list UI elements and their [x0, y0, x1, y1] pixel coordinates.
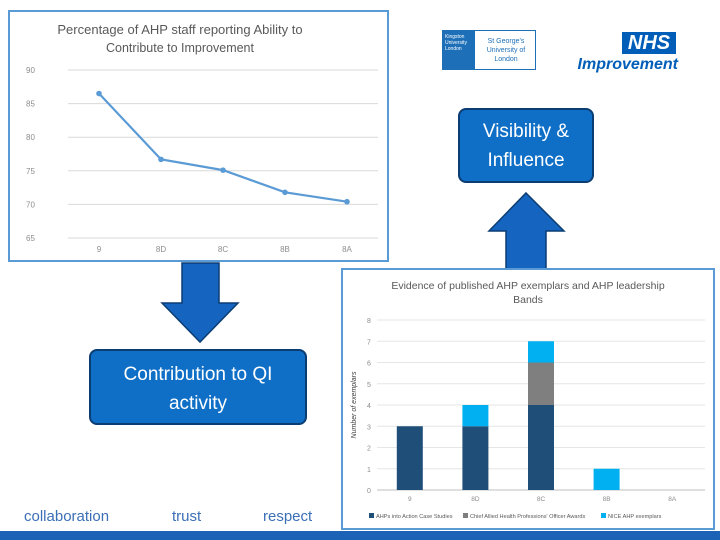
y-tick-label: 80	[26, 133, 35, 142]
stgeorges-logo-text: St George's University of London	[486, 38, 526, 63]
bar-segment	[528, 341, 554, 363]
footer-collaboration: collaboration	[24, 508, 110, 525]
kingston-stgeorges-logo: Kingston University London St George's U…	[442, 30, 536, 70]
legend-swatch	[369, 513, 374, 518]
x-tick-label: 8C	[537, 496, 546, 503]
x-tick-label: 8A	[668, 496, 677, 503]
nhs-logo: NHS	[622, 32, 676, 54]
y-tick-label: 3	[367, 424, 371, 431]
x-tick-label: 8D	[156, 245, 166, 254]
bar-segment	[462, 426, 489, 490]
y-tick-label: 7	[367, 339, 371, 346]
data-point	[220, 167, 226, 173]
bar-segment	[462, 405, 489, 427]
footer-respect: respect	[263, 508, 313, 525]
x-tick-label: 8A	[342, 245, 352, 254]
y-axis-label: Number of exemplars	[351, 371, 358, 438]
line-chart-panel: Percentage of AHP staff reporting Abilit…	[8, 10, 389, 262]
y-tick-label: 0	[367, 488, 371, 495]
x-tick-label: 8B	[280, 245, 290, 254]
bar-chart-title: Evidence of published AHP exemplars and …	[391, 280, 665, 292]
x-tick-label: 8D	[471, 496, 480, 503]
nhs-improvement-text: Improvement	[577, 56, 678, 73]
data-point	[158, 156, 164, 163]
y-tick-label: 90	[26, 66, 35, 75]
y-tick-label: 8	[367, 318, 371, 325]
bar-chart-title: Bands	[513, 294, 543, 306]
data-point	[282, 189, 288, 196]
y-tick-label: 1	[367, 467, 371, 474]
y-tick-label: 6	[367, 361, 371, 368]
x-tick-label: 8B	[603, 496, 611, 503]
visibility-influence-box: Visibility & Influence	[458, 108, 594, 183]
bar-chart-panel: Evidence of published AHP exemplars and …	[341, 268, 715, 530]
legend-swatch	[463, 513, 468, 518]
y-tick-label: 65	[26, 234, 35, 243]
legend-swatch	[601, 513, 606, 518]
y-tick-label: 2	[367, 446, 371, 453]
data-point	[344, 198, 350, 205]
bar-chart: Evidence of published AHP exemplars and …	[351, 280, 705, 520]
visibility-line-2: Influence	[487, 150, 565, 171]
bar-segment	[593, 468, 620, 490]
kingston-logo-text: Kingston University London	[443, 31, 475, 69]
x-tick-label: 9	[408, 496, 412, 503]
bottom-bar	[0, 531, 720, 540]
y-tick-label: 5	[367, 382, 371, 389]
contribution-line-2: activity	[168, 393, 228, 414]
y-tick-label: 70	[26, 200, 35, 209]
y-tick-label: 4	[367, 403, 371, 410]
legend-label: AHPs into Action Case Studies	[376, 514, 453, 520]
data-point	[96, 90, 102, 97]
visibility-line-1: Visibility &	[482, 121, 570, 142]
down-arrow-icon	[160, 262, 240, 344]
line-chart-title: Contribute to Improvement	[106, 41, 255, 55]
contribution-line-1: Contribution to QI	[123, 364, 273, 385]
up-arrow-icon	[487, 191, 566, 271]
y-tick-label: 75	[26, 167, 35, 176]
legend-label: Chief Allied Health Professions' Officer…	[470, 514, 585, 520]
line-chart-title: Percentage of AHP staff reporting Abilit…	[57, 22, 302, 37]
line-chart: Percentage of AHP staff reporting Abilit…	[26, 22, 378, 254]
bar-segment	[528, 362, 554, 405]
legend-label: NICE AHP exemplars	[608, 514, 662, 520]
y-tick-label: 85	[26, 100, 35, 109]
bar-segment	[396, 426, 423, 490]
x-tick-label: 8C	[218, 245, 228, 254]
contribution-qi-box: Contribution to QI activity	[89, 349, 307, 425]
x-tick-label: 9	[97, 245, 102, 254]
bar-segment	[528, 405, 554, 490]
footer-trust: trust	[172, 508, 202, 525]
